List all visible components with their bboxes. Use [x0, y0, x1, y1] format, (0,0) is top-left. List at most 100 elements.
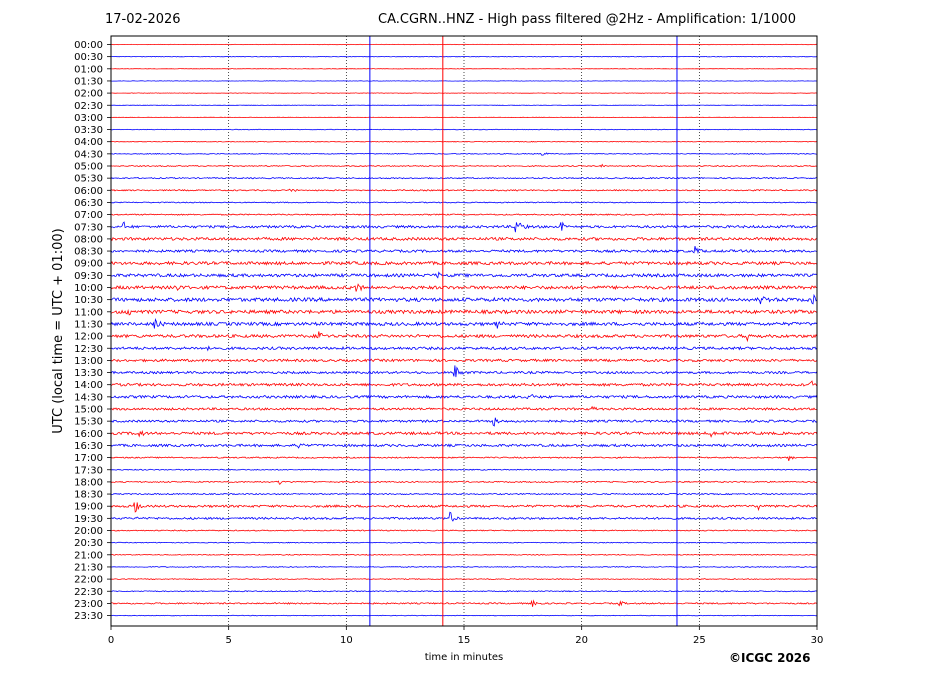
trace-1930	[110, 511, 818, 522]
y-tick-label: 10:30	[74, 295, 103, 306]
trace-0030	[111, 55, 818, 58]
y-tick-label: 05:30	[74, 174, 103, 185]
y-tick-label: 02:30	[74, 101, 103, 112]
trace-2130	[110, 566, 818, 568]
chart-title: CA.CGRN..HNZ - High pass filtered @2Hz -…	[378, 12, 796, 27]
x-tick-label: 15	[458, 635, 471, 646]
y-tick-label: 21:30	[74, 562, 103, 573]
trace-2330	[110, 614, 818, 617]
y-axis-label: UTC (local time = UTC + 01:00)	[51, 228, 66, 433]
trace-0900	[110, 260, 818, 266]
x-tick-label: 0	[108, 635, 114, 646]
y-tick-label: 12:00	[74, 332, 103, 343]
x-tick-label: 20	[575, 635, 588, 646]
x-tick-label: 30	[811, 635, 824, 646]
y-tick-label: 17:00	[74, 453, 103, 464]
trace-1430	[110, 394, 818, 400]
y-tick-label: 23:30	[74, 611, 103, 622]
trace-1630	[110, 443, 818, 449]
trace-1000	[110, 283, 817, 292]
trace-2300	[110, 599, 818, 607]
trace-2200	[110, 578, 818, 580]
trace-1400	[110, 380, 818, 388]
y-tick-label: 04:00	[74, 137, 103, 148]
y-tick-label: 13:00	[74, 356, 103, 367]
x-axis-label: time in minutes	[425, 652, 504, 663]
y-tick-label: 07:00	[74, 210, 103, 221]
y-tick-label: 20:30	[74, 538, 103, 549]
y-tick-label: 11:00	[74, 307, 103, 318]
trace-1100	[110, 308, 818, 316]
y-tick-label: 15:30	[74, 417, 103, 428]
trace-1530	[110, 417, 818, 427]
trace-1700	[110, 455, 818, 462]
y-tick-label: 01:30	[74, 76, 103, 87]
trace-1200	[111, 331, 818, 343]
x-tick-label: 25	[693, 635, 706, 646]
trace-0500	[110, 163, 818, 168]
copyright-credit: ©ICGC 2026	[729, 651, 811, 665]
trace-0930	[110, 271, 818, 279]
y-tick-label: 08:00	[74, 234, 103, 245]
trace-0430	[110, 152, 817, 156]
y-tick-label: 18:00	[74, 477, 103, 488]
trace-2000	[110, 529, 818, 532]
y-tick-label: 15:00	[74, 405, 103, 416]
y-tick-label: 01:00	[74, 64, 103, 75]
chart-date: 17-02-2026	[105, 12, 181, 27]
y-tick-label: 22:30	[74, 587, 103, 598]
y-tick-label: 06:00	[74, 186, 103, 197]
trace-1330	[110, 365, 818, 378]
y-tick-label: 00:30	[74, 52, 103, 63]
y-tick-label: 09:00	[74, 259, 103, 270]
y-tick-label: 14:30	[74, 392, 103, 403]
trace-1730	[111, 468, 818, 471]
y-tick-label: 22:00	[74, 575, 103, 586]
y-tick-label: 10:00	[74, 283, 103, 294]
y-tick-label: 11:30	[74, 319, 103, 330]
trace-2030	[110, 541, 818, 544]
y-tick-label: 07:30	[74, 222, 103, 233]
trace-1130	[110, 317, 818, 329]
trace-0600	[110, 188, 818, 193]
y-tick-label: 16:00	[74, 429, 103, 440]
trace-0530	[110, 177, 818, 180]
y-tick-label: 18:30	[74, 490, 103, 501]
trace-1900	[110, 502, 818, 513]
y-tick-label: 16:30	[74, 441, 103, 452]
y-tick-label: 09:30	[74, 271, 103, 282]
trace-1800	[110, 480, 818, 485]
y-tick-label: 05:00	[74, 162, 103, 173]
trace-1230	[110, 345, 818, 352]
y-tick-label: 12:30	[74, 344, 103, 355]
trace-1830	[110, 492, 818, 496]
trace-1500	[111, 405, 818, 411]
y-tick-label: 13:30	[74, 368, 103, 379]
trace-0730	[110, 221, 818, 233]
y-tick-label: 14:00	[74, 380, 103, 391]
x-tick-label: 5	[225, 635, 231, 646]
y-tick-label: 21:00	[74, 550, 103, 561]
y-tick-label: 19:30	[74, 514, 103, 525]
trace-2100	[110, 553, 818, 556]
y-tick-label: 00:00	[74, 40, 103, 51]
y-tick-label: 02:00	[74, 89, 103, 100]
trace-2230	[110, 590, 818, 593]
x-tick-label: 10	[340, 635, 353, 646]
y-tick-label: 23:00	[74, 599, 103, 610]
trace-0330	[110, 128, 817, 131]
trace-1030	[110, 293, 818, 305]
y-tick-label: 19:00	[74, 502, 103, 513]
trace-0400	[110, 140, 817, 143]
y-tick-label: 06:30	[74, 198, 103, 209]
trace-0700	[110, 213, 817, 216]
trace-0800	[110, 236, 818, 242]
y-tick-label: 03:30	[74, 125, 103, 136]
trace-1600	[110, 430, 818, 438]
y-tick-label: 04:30	[74, 149, 103, 160]
y-tick-label: 20:00	[74, 526, 103, 537]
trace-0830	[110, 246, 818, 255]
trace-0630	[110, 201, 818, 204]
trace-1300	[110, 358, 818, 363]
